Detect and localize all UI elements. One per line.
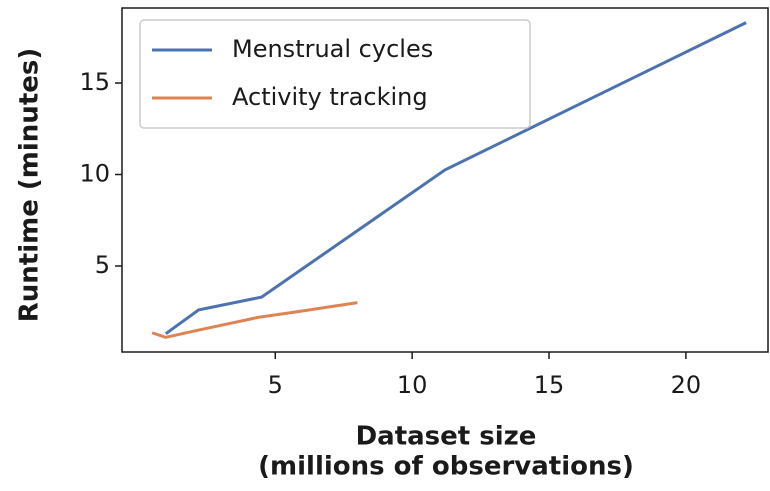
x-tick-label: 20 <box>671 371 702 399</box>
legend-label: Activity tracking <box>232 83 428 111</box>
legend-box <box>139 19 531 129</box>
y-tick-label: 5 <box>95 251 110 279</box>
x-axis-label: Dataset size <box>356 422 537 452</box>
line <box>151 301 358 339</box>
legend-label: Menstrual cycles <box>232 35 433 63</box>
x-axis-label: (millions of observations) <box>258 452 634 482</box>
y-axis-label: Runtime (minutes) <box>15 48 45 323</box>
x-tick-label: 15 <box>534 371 565 399</box>
plot-frame <box>121 7 769 353</box>
y-tick-label: 15 <box>79 68 110 96</box>
x-tick-label: 5 <box>268 371 283 399</box>
y-tick-label: 10 <box>79 160 110 188</box>
line <box>164 21 747 335</box>
x-tick-label: 10 <box>397 371 428 399</box>
